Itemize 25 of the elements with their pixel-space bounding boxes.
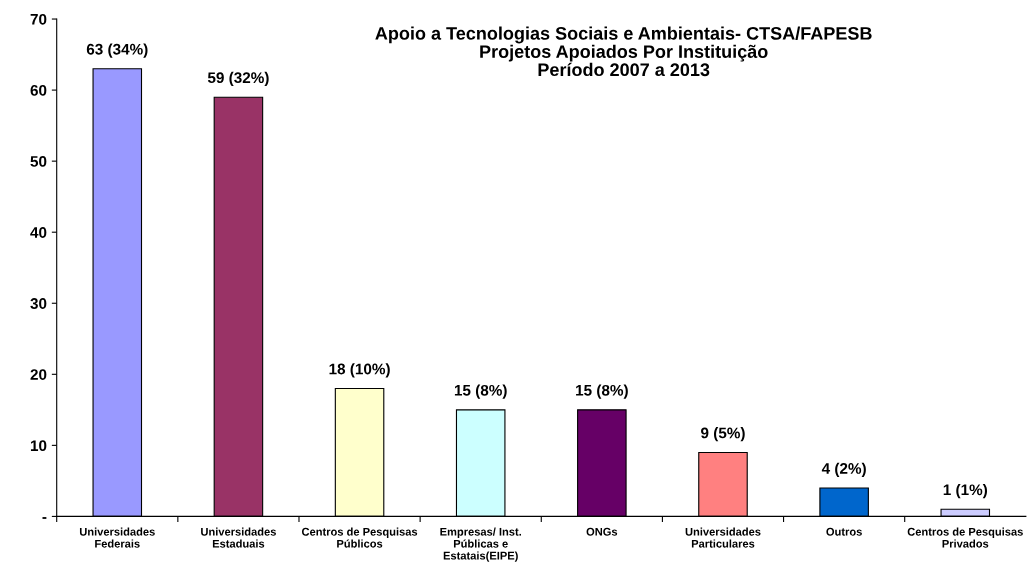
x-tick-label: Universidades Particulares — [685, 527, 761, 548]
x-tick-label: Universidades Federais — [79, 527, 155, 548]
data-label: 15 (8%) — [454, 384, 507, 399]
x-tick-label: Centros de Pesquisas Privados — [907, 527, 1023, 548]
x-tick-label: Outros — [826, 527, 862, 536]
data-label: 9 (5%) — [701, 427, 745, 442]
data-label: 63 (34%) — [86, 43, 148, 58]
y-tick-label: 20 — [30, 369, 47, 380]
y-tick-label: 10 — [30, 440, 47, 452]
y-tick-label: - — [42, 517, 47, 519]
y-tick-label: 60 — [30, 84, 47, 96]
x-tick-label: ONGs — [586, 527, 618, 536]
data-label: 18 (10%) — [329, 363, 390, 378]
y-tick-label: 30 — [30, 298, 47, 309]
data-label: 1 (1%) — [943, 483, 988, 499]
x-tick-label: Universidades Estaduais — [201, 527, 276, 548]
x-tick-label: Empresas/ Inst. Públicas e Estatais(EIPE) — [440, 527, 522, 562]
y-tick-label: 50 — [30, 156, 47, 167]
text: Apoio a Tecnologias Sociais e Ambientais- CTSA/FAPESB Projetos Apoiados Por Instituição Período 2007 a 2013 — [375, 26, 872, 77]
data-label: 4 (2%) — [821, 462, 866, 477]
y-tick-label: 40 — [30, 227, 47, 238]
x-tick-label: Centros de Pesquisas Públicos — [301, 527, 418, 548]
data-label: 15 (8%) — [576, 384, 628, 399]
data-label: 59 (32%) — [207, 71, 269, 87]
y-tick-label: 70 — [30, 13, 47, 25]
